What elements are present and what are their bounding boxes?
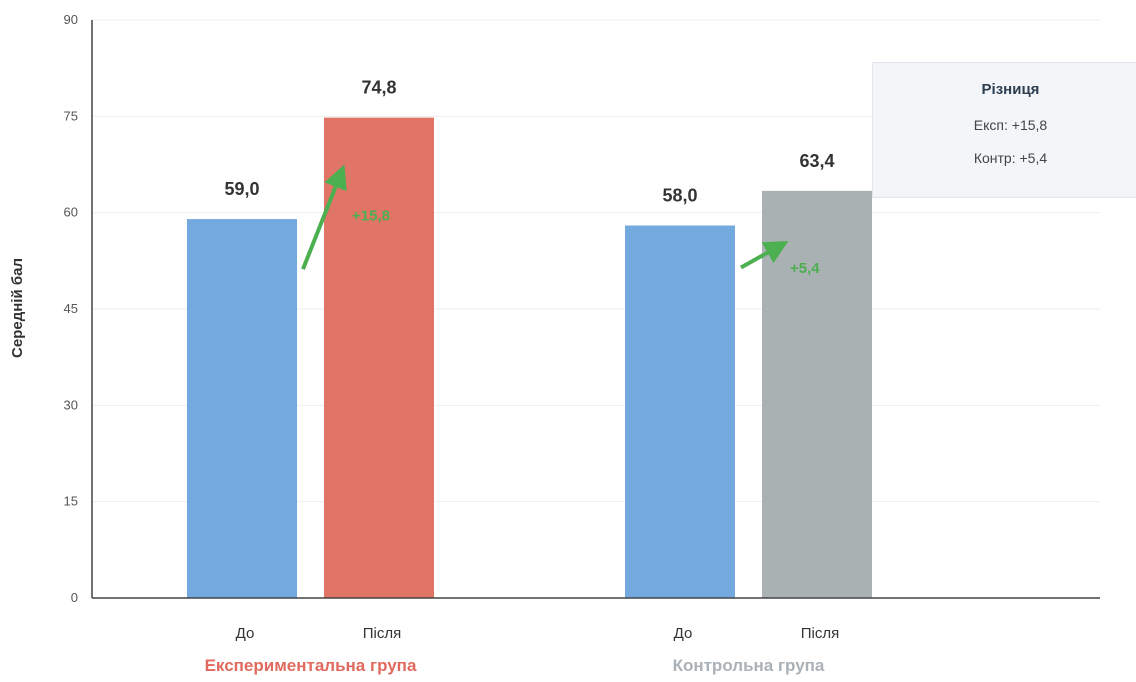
bar-experimental-before [187,219,297,599]
y-tick-label: 0 [71,590,78,605]
y-tick-label: 60 [64,205,78,220]
difference-label: +15,8 [352,208,390,225]
bar-value-label: 63,4 [799,151,834,171]
labels-layer: 59,0 До 74,8 Після Експериментальна група 58,… [205,78,840,675]
difference-label: +5,4 [790,260,820,277]
summary-control-line: Контр: +5,4 [973,150,1048,166]
axis-layer: 0 15 30 45 60 75 90 [64,12,1100,605]
y-tick-label: 75 [64,108,78,123]
bar-control-before [625,225,735,598]
bar-value-label: 59,0 [224,179,259,199]
y-tick-label: 30 [64,397,78,412]
y-tick-label: 45 [64,301,78,316]
group-label: Контрольна група [673,656,825,675]
y-axis-title: Середній бал [9,258,26,358]
x-category-label: Після [801,625,840,642]
x-category-label: Після [363,625,402,642]
x-category-label: До [674,625,693,642]
difference-arrow [740,240,789,270]
bar-value-label: 74,8 [361,78,396,98]
y-tick-label: 90 [64,12,78,27]
group-label: Експериментальна група [205,656,417,675]
bar-experimental-after [324,117,434,599]
difference-summary-box: Різниця Експ: +15,8 Контр: +5,4 [872,62,1136,198]
y-tick-label: 15 [64,494,78,509]
bar-value-label: 58,0 [662,186,697,206]
bar-control-after [762,190,872,598]
summary-exp-line: Експ: +15,8 [973,117,1048,133]
arrows-layer: +15,8 +5,4 [301,164,820,277]
difference-arrow [301,164,347,270]
summary-title: Різниця [981,81,1040,98]
x-category-label: До [236,625,255,642]
bars-layer [187,117,872,599]
